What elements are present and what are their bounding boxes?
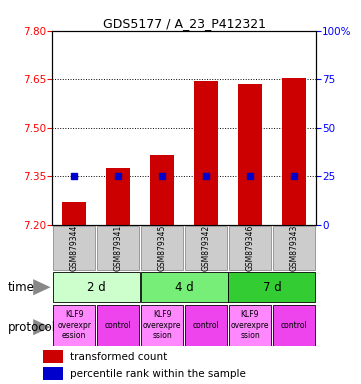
- Bar: [282, 78, 306, 225]
- Text: GSM879344: GSM879344: [70, 225, 79, 271]
- Text: KLF9
overexpr
ession: KLF9 overexpr ession: [57, 310, 91, 340]
- Bar: [106, 168, 130, 225]
- Bar: [238, 84, 262, 225]
- Text: GSM879343: GSM879343: [290, 225, 299, 271]
- FancyBboxPatch shape: [141, 272, 227, 303]
- Text: KLF9
overexpre
ssion: KLF9 overexpre ssion: [231, 310, 269, 340]
- FancyBboxPatch shape: [273, 226, 315, 270]
- Text: time: time: [8, 281, 35, 294]
- FancyBboxPatch shape: [141, 226, 183, 270]
- Bar: [62, 202, 86, 225]
- Bar: [194, 81, 218, 225]
- FancyBboxPatch shape: [273, 305, 315, 346]
- FancyBboxPatch shape: [53, 226, 95, 270]
- Polygon shape: [33, 319, 51, 335]
- Text: GSM879346: GSM879346: [245, 225, 255, 271]
- Text: 7 d: 7 d: [262, 281, 281, 294]
- FancyBboxPatch shape: [53, 272, 140, 303]
- FancyBboxPatch shape: [53, 305, 95, 346]
- Text: 2 d: 2 d: [87, 281, 106, 294]
- Text: KLF9
overexpre
ssion: KLF9 overexpre ssion: [143, 310, 181, 340]
- FancyBboxPatch shape: [229, 272, 316, 303]
- Bar: [43, 367, 63, 380]
- FancyBboxPatch shape: [229, 305, 271, 346]
- FancyBboxPatch shape: [141, 305, 183, 346]
- Text: percentile rank within the sample: percentile rank within the sample: [70, 369, 245, 379]
- Text: 4 d: 4 d: [175, 281, 193, 294]
- Text: GSM879341: GSM879341: [114, 225, 123, 271]
- Text: control: control: [193, 321, 219, 330]
- FancyBboxPatch shape: [229, 226, 271, 270]
- FancyBboxPatch shape: [97, 305, 139, 346]
- Text: GSM879345: GSM879345: [158, 225, 167, 271]
- Text: protocol: protocol: [8, 321, 56, 334]
- Bar: [43, 350, 63, 363]
- Title: GDS5177 / A_23_P412321: GDS5177 / A_23_P412321: [103, 17, 266, 30]
- FancyBboxPatch shape: [185, 305, 227, 346]
- FancyBboxPatch shape: [185, 226, 227, 270]
- Bar: [150, 155, 174, 225]
- Text: GSM879342: GSM879342: [201, 225, 210, 271]
- Polygon shape: [33, 279, 51, 295]
- Text: control: control: [280, 321, 307, 330]
- Text: transformed count: transformed count: [70, 351, 167, 361]
- Text: control: control: [105, 321, 132, 330]
- FancyBboxPatch shape: [97, 226, 139, 270]
